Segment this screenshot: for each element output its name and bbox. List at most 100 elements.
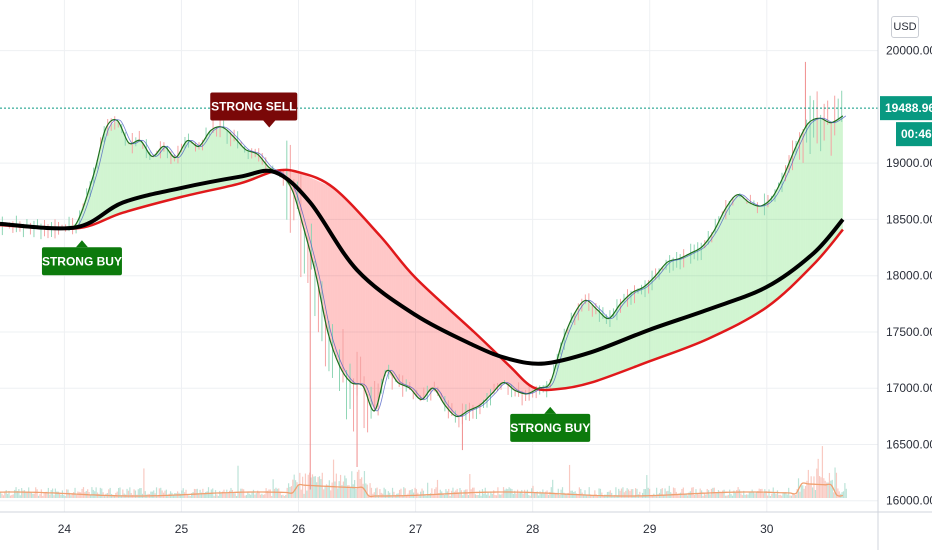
bull-fill	[765, 200, 768, 308]
bull-fill	[643, 284, 647, 364]
volume-bar	[219, 490, 221, 498]
volume-bar	[250, 494, 252, 498]
volume-bar	[748, 491, 750, 498]
volume-bar	[234, 493, 236, 498]
bull-fill	[746, 200, 750, 318]
volume-bar	[19, 495, 21, 498]
volume-bar	[726, 495, 728, 498]
volume-bar	[442, 494, 444, 498]
volume-bar	[390, 495, 392, 498]
volume-bar	[297, 484, 300, 498]
bear-fill	[365, 220, 368, 396]
volume-bar	[278, 488, 280, 498]
bull-fill	[716, 221, 719, 335]
volume-bar	[578, 487, 580, 498]
bear-fill	[318, 181, 321, 299]
volume-bar	[738, 489, 741, 498]
bear-fill	[400, 259, 403, 385]
volume-bar	[663, 495, 665, 498]
volume-bar	[450, 490, 453, 498]
volume-bar	[330, 490, 332, 498]
volume-bar	[356, 471, 359, 498]
volume-bar	[74, 487, 76, 498]
bull-fill	[156, 150, 160, 204]
volume-bar	[60, 494, 62, 498]
volume-bar	[30, 491, 33, 498]
volume-bar	[821, 446, 824, 498]
volume-bar	[639, 491, 641, 498]
volume-bar	[501, 493, 503, 498]
bull-fill	[835, 118, 839, 238]
volume-bar	[649, 488, 651, 498]
bull-fill	[236, 139, 239, 185]
bear-fill	[491, 348, 495, 394]
bull-fill	[594, 307, 598, 382]
bull-fill	[763, 202, 766, 310]
volume-bar	[686, 495, 689, 498]
volume-bar	[393, 491, 395, 498]
volume-bar	[590, 494, 592, 498]
volume-bar	[354, 480, 356, 498]
volume-bar	[223, 489, 225, 498]
volume-bar	[7, 493, 9, 498]
bull-fill	[676, 258, 679, 351]
volume-bar	[205, 491, 207, 498]
volume-bar	[835, 472, 838, 498]
bull-fill	[105, 127, 108, 219]
volume-bar	[521, 489, 523, 498]
volume-bar	[165, 489, 167, 498]
volume-bar	[341, 485, 343, 498]
bull-fill	[744, 199, 747, 320]
bear-fill	[456, 315, 459, 417]
volume-bar	[774, 491, 776, 498]
volume-bar	[523, 489, 526, 498]
volume-bar	[418, 494, 420, 498]
signal-badge-pointer	[544, 406, 557, 414]
volume-bar	[236, 495, 238, 498]
volume-bar	[362, 483, 364, 498]
bull-fill	[620, 301, 623, 372]
bull-fill	[177, 150, 181, 198]
volume-bar	[466, 489, 468, 498]
bull-fill	[215, 128, 218, 190]
volume-bar	[411, 489, 413, 498]
bull-fill	[772, 192, 775, 302]
bull-fill	[634, 290, 637, 367]
volume-bar	[258, 492, 260, 498]
volume-bar	[192, 492, 194, 498]
bull-fill	[711, 230, 715, 337]
volume-bar	[743, 490, 745, 498]
bull-fill	[590, 304, 593, 383]
bull-fill	[224, 129, 228, 187]
volume-bar	[585, 494, 588, 498]
signal-badge-pointer	[263, 120, 276, 128]
volume-bar	[779, 494, 781, 498]
bull-fill	[196, 145, 200, 194]
y-tick-label: 16000.00	[886, 494, 932, 508]
volume-bar	[40, 489, 42, 498]
bear-fill	[346, 201, 349, 380]
volume-bar	[505, 488, 507, 498]
volume-bar	[656, 487, 658, 498]
bear-fill	[344, 198, 347, 376]
bull-fill	[826, 120, 829, 250]
bear-fill	[494, 351, 497, 392]
volume-bar	[335, 473, 337, 498]
volume-bar	[251, 491, 253, 498]
bear-fill	[341, 196, 345, 373]
volume-bar	[151, 491, 153, 498]
x-tick-label: 29	[643, 522, 657, 536]
volume-bar	[702, 495, 704, 498]
volume-bar	[226, 489, 228, 498]
currency-button[interactable]: USD	[891, 16, 919, 38]
volume-bar	[300, 489, 302, 498]
bull-fill	[575, 309, 579, 386]
volume-bar	[271, 495, 273, 498]
bear-fill	[433, 294, 436, 392]
volume-bar	[549, 491, 551, 498]
bull-fill	[789, 157, 792, 287]
volume-bar	[414, 487, 416, 498]
bull-fill	[201, 139, 204, 193]
volume-bar	[623, 492, 625, 498]
